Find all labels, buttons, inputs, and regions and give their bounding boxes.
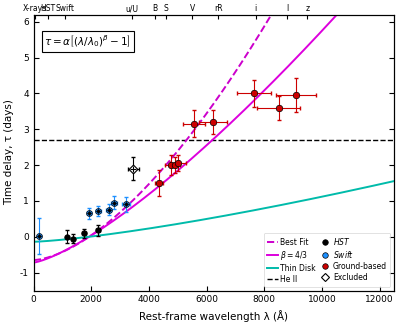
Point bbox=[105, 207, 112, 213]
Point bbox=[156, 180, 162, 185]
Point bbox=[64, 234, 70, 239]
Point bbox=[210, 119, 216, 125]
Text: $\tau = \alpha\left[(\lambda/\lambda_0)^\beta - 1\right]$: $\tau = \alpha\left[(\lambda/\lambda_0)^… bbox=[44, 34, 131, 50]
Legend: Best Fit, $\beta = 4/3$, Thin Disk, He II, $\it{HST}$, $\it{Swift}$, Ground-base: Best Fit, $\beta = 4/3$, Thin Disk, He I… bbox=[264, 233, 390, 287]
Point bbox=[111, 200, 117, 205]
Point bbox=[95, 208, 102, 214]
Point bbox=[86, 211, 92, 216]
Point bbox=[123, 202, 129, 207]
Point bbox=[172, 162, 178, 168]
Point bbox=[167, 162, 174, 168]
Point bbox=[70, 236, 76, 241]
Point bbox=[276, 105, 282, 110]
Point bbox=[111, 200, 117, 205]
Point bbox=[95, 208, 102, 214]
Point bbox=[36, 233, 42, 239]
Y-axis label: Time delay, τ (days): Time delay, τ (days) bbox=[4, 100, 14, 205]
Point bbox=[174, 161, 181, 166]
Point bbox=[190, 121, 197, 126]
Point bbox=[293, 93, 299, 98]
X-axis label: Rest-frame wavelength λ (Å): Rest-frame wavelength λ (Å) bbox=[139, 310, 288, 322]
Point bbox=[251, 91, 257, 96]
Point bbox=[123, 202, 129, 207]
Point bbox=[95, 228, 102, 233]
Point bbox=[36, 233, 42, 239]
Point bbox=[105, 207, 112, 213]
Point bbox=[130, 166, 137, 171]
Point bbox=[81, 230, 87, 236]
Point bbox=[86, 211, 92, 216]
